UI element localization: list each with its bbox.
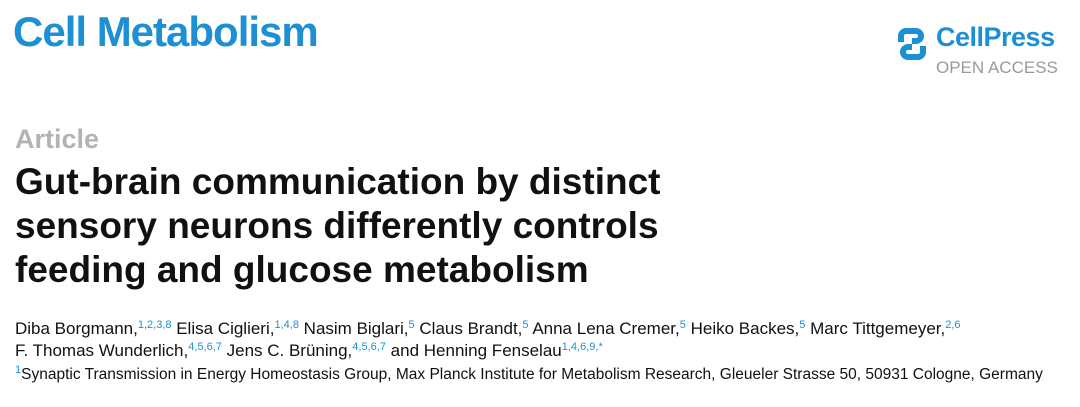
author: Elisa Ciglieri,1,4,8: [176, 319, 299, 338]
author: Anna Lena Cremer,5: [532, 319, 686, 338]
author-affiliations: 5: [679, 319, 686, 331]
author-name: Jens C. Brüning,: [226, 341, 353, 360]
author: Nasim Biglari,5: [304, 319, 415, 338]
author-affiliations: 1,2,3,8: [137, 319, 172, 331]
author-affiliations: 2,6: [945, 319, 961, 331]
author: Heiko Backes,5: [691, 319, 806, 338]
author-name: F. Thomas Wunderlich,: [15, 341, 189, 360]
author-affiliations: 1,4,8: [274, 319, 299, 331]
affiliation-number: 1: [15, 364, 22, 376]
title-line: feeding and glucose metabolism: [15, 249, 589, 290]
author: and Henning Fenselau1,4,6,9,*: [391, 341, 603, 360]
article-type: Article: [15, 124, 100, 154]
title-line: sensory neurons differently controls: [15, 205, 659, 246]
author-name: Elisa Ciglieri,: [176, 319, 275, 338]
author-name: Nasim Biglari,: [303, 319, 409, 338]
author-list: Diba Borgmann,1,2,3,8 Elisa Ciglieri,1,4…: [15, 318, 975, 362]
author-name: Diba Borgmann,: [15, 319, 138, 338]
author-name: Heiko Backes,: [690, 319, 800, 338]
author-affiliations: 4,5,6,7: [188, 341, 222, 353]
journal-name: Cell Metabolism: [13, 8, 319, 55]
title-line: Gut-brain communication by distinct: [15, 161, 661, 202]
author-affiliations: 1,4,6,9,*: [561, 341, 603, 353]
article-title: Gut-brain communication by distinct senso…: [15, 160, 660, 292]
author-name: Marc Tittgemeyer,: [810, 319, 946, 338]
author: F. Thomas Wunderlich,4,5,6,7: [15, 341, 222, 360]
author: Marc Tittgemeyer,2,6: [810, 319, 960, 338]
affiliation: 1Synaptic Transmission in Energy Homeost…: [15, 364, 1075, 385]
author-affiliations: 5: [799, 319, 806, 331]
author-affiliations: 5: [522, 319, 529, 331]
author: Diba Borgmann,1,2,3,8: [15, 319, 171, 338]
author-affiliations: 4,5,6,7: [352, 341, 386, 353]
author-name: Anna Lena Cremer,: [532, 319, 680, 338]
access-label: OPEN ACCESS: [936, 58, 1058, 77]
author-affiliations: 5: [408, 319, 415, 331]
publisher-logo: [898, 28, 926, 60]
affiliation-text: Synaptic Transmission in Energy Homeosta…: [21, 366, 1043, 383]
author-name: and Henning Fenselau: [390, 341, 562, 360]
author: Claus Brandt,5: [419, 319, 528, 338]
author: Jens C. Brüning,4,5,6,7: [227, 341, 386, 360]
author-name: Claus Brandt,: [419, 319, 523, 338]
publisher-name: CellPress: [936, 22, 1055, 52]
